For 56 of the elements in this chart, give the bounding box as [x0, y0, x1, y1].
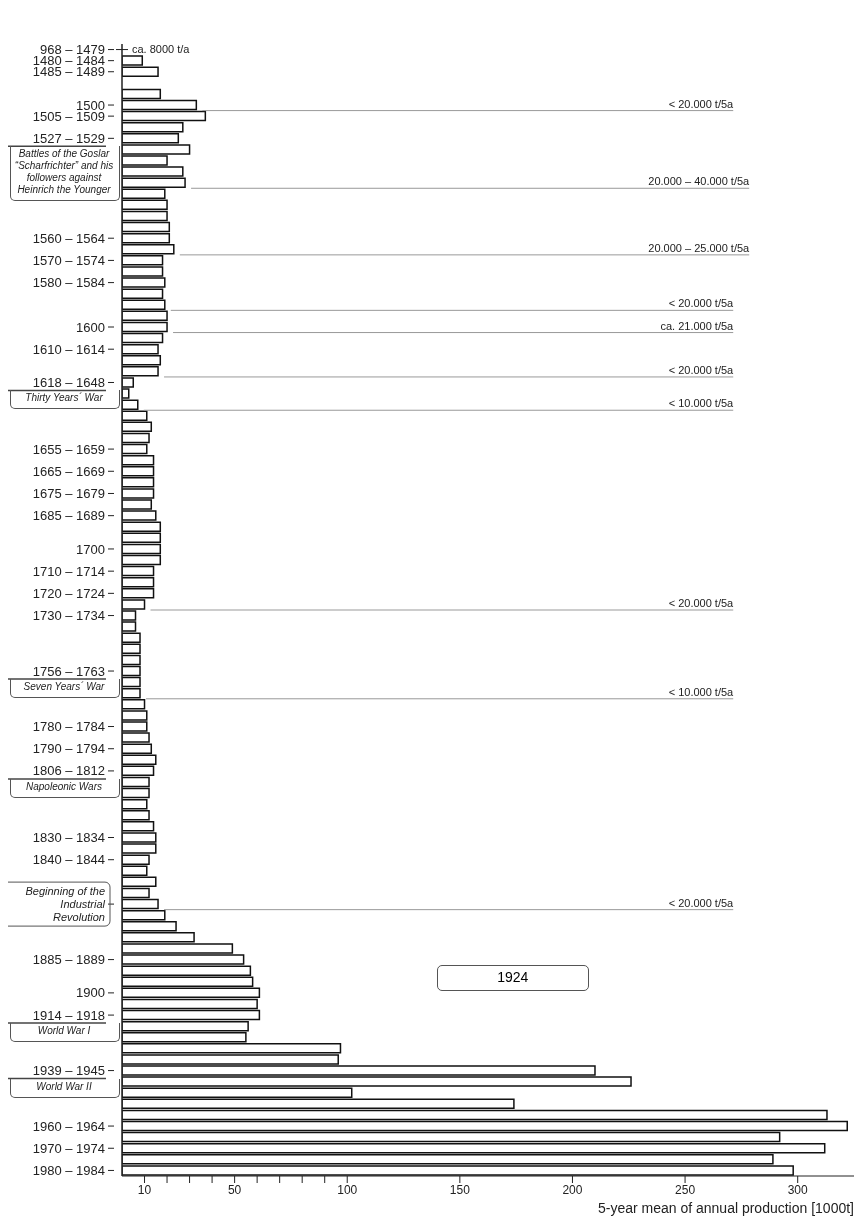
y-tick-label: 1700 — [76, 541, 105, 557]
x-tick-label: 250 — [675, 1182, 696, 1197]
y-tick-label: 1730 – 1734 — [32, 608, 105, 624]
y-tick-label: 1655 – 1659 — [32, 441, 105, 457]
data-label: < 20.000 t/5a — [668, 597, 735, 609]
y-tick-label: 1675 – 1679 — [32, 486, 105, 502]
annotation: 1924 — [496, 969, 530, 986]
annotation: 20.000 – 25.000 t/5a — [648, 241, 751, 254]
y-tick-label: 1900 — [76, 985, 105, 1001]
y-tick-label: 1527 – 1529 — [32, 130, 105, 146]
y-tick-label: 1580 – 1584 — [32, 275, 105, 291]
y-tick-label: 1840 – 1844 — [32, 852, 105, 868]
data-label: < 10.000 t/5a — [668, 685, 735, 698]
y-tick-label: 1560 – 1564 — [32, 230, 105, 246]
data-label: < 10.000 t/5a — [668, 397, 735, 410]
x-tick-label: 50 — [227, 1182, 242, 1197]
x-tick-label: 150 — [449, 1182, 471, 1197]
y-tick-label: 1485 – 1489 — [32, 64, 105, 80]
text: ca. 8000 t/a — [132, 43, 190, 56]
y-tick-label: 1830 – 1834 — [32, 830, 105, 846]
text: Seven Years´ War — [22, 681, 106, 694]
data-label: < 20.000 t/5a — [668, 97, 735, 110]
y-tick-label: 1600 — [76, 319, 105, 335]
y-tick-label: 1780 – 1784 — [32, 719, 105, 735]
y-tick-label: 1610 – 1614 — [32, 341, 105, 357]
text: World War II — [35, 1080, 93, 1093]
x-axis-title: 5-year mean of annual production [1000t] — [597, 1200, 854, 1216]
y-tick-label: 1885 – 1889 — [32, 952, 105, 968]
x-tick-label: 10 — [137, 1182, 152, 1197]
y-tick-label: 1618 – 1648 — [32, 375, 105, 391]
y-tick-label: 1710 – 1714 — [32, 563, 105, 579]
y-tick-label: 1939 – 1945 — [32, 1063, 105, 1079]
text: World War I — [36, 1025, 92, 1038]
y-tick-label: 1685 – 1689 — [32, 508, 105, 524]
annotation: 20.000 – 40.000 t/5a — [648, 175, 751, 188]
x-tick-label: 300 — [787, 1182, 809, 1197]
y-tick-label: 1665 – 1669 — [32, 463, 105, 479]
y-tick-label: Beginning of the Industrial Revolution — [25, 884, 106, 923]
text: Napoleonic Wars — [25, 780, 103, 793]
data-label: < 20.000 t/5a — [668, 896, 735, 909]
text: Thirty Years´ War — [24, 392, 104, 405]
y-tick-label: 1790 – 1794 — [32, 741, 105, 757]
y-tick-label: 1500 — [76, 97, 105, 113]
x-tick-label: 200 — [562, 1182, 583, 1197]
y-tick-label: 1970 – 1974 — [32, 1140, 105, 1156]
data-label: < 20.000 t/5a — [668, 297, 735, 310]
y-tick-label: 1806 – 1812 — [32, 763, 105, 779]
y-tick-label: 1960 – 1964 — [32, 1118, 105, 1134]
data-label: ca. 21.000 t/5a — [660, 319, 735, 332]
x-tick-label: 100 — [337, 1182, 358, 1197]
y-tick-label: 1720 – 1724 — [32, 585, 105, 601]
y-tick-label: 1914 – 1918 — [32, 1007, 105, 1023]
data-label: < 20.000 t/5a — [668, 363, 735, 376]
y-tick-label: 1980 – 1984 — [32, 1163, 105, 1178]
y-tick-label: 1570 – 1574 — [32, 252, 105, 268]
y-tick-label: 1756 – 1763 — [32, 663, 105, 679]
